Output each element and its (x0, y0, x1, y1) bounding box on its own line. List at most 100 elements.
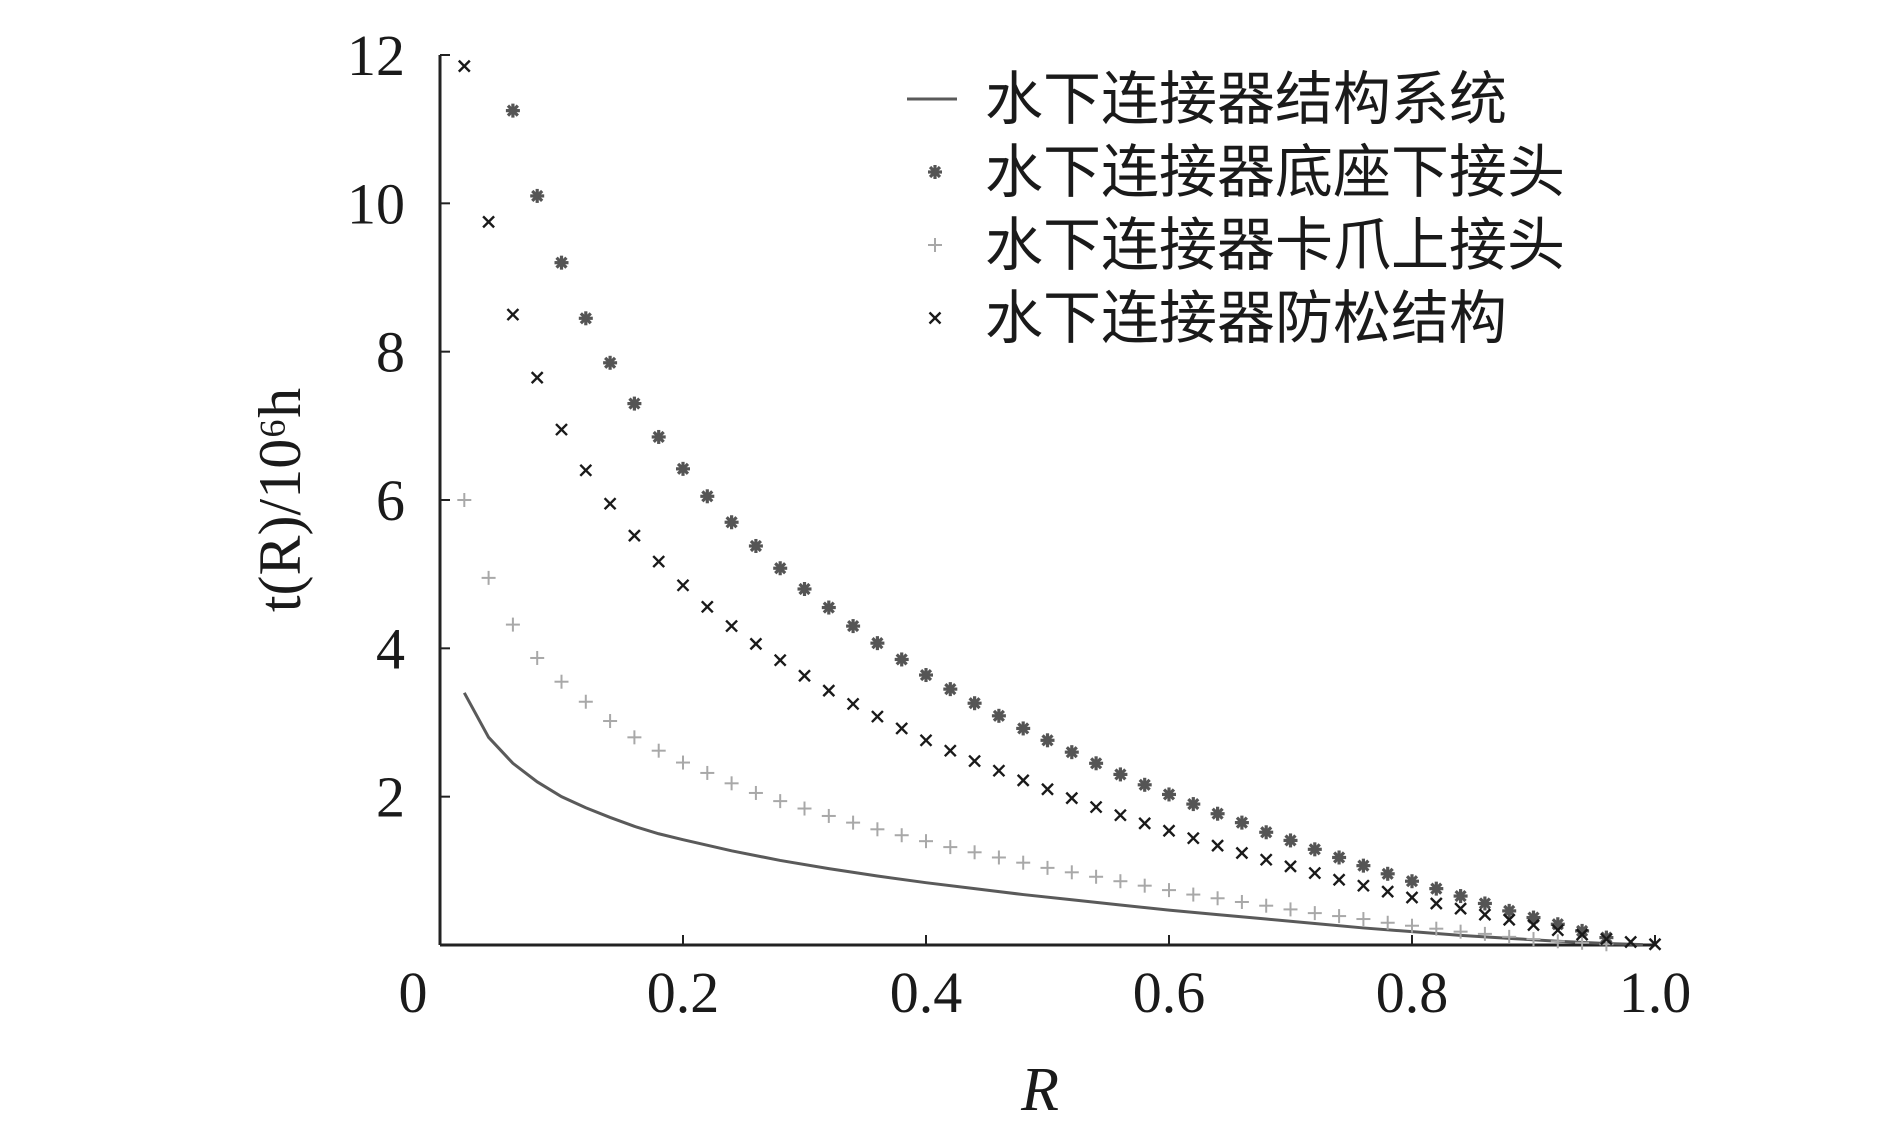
x-tick-label: 0.2 (647, 960, 720, 1025)
data-point (1283, 902, 1298, 917)
data-point (1429, 921, 1444, 936)
data-point (992, 764, 1006, 778)
data-point (1648, 937, 1662, 951)
series-line (462, 692, 1643, 947)
data-point (871, 710, 884, 723)
data-point (724, 776, 739, 791)
data-point (1259, 898, 1274, 913)
data-point (1040, 860, 1055, 875)
data-point (603, 714, 618, 729)
data-point (1089, 869, 1104, 884)
data-point (530, 650, 545, 665)
data-point (628, 529, 641, 542)
legend-item: 水下连接器防松结构 (928, 284, 1507, 352)
data-point (1016, 855, 1031, 870)
data-point (1186, 831, 1200, 845)
data-point (748, 538, 763, 553)
data-point (1477, 896, 1492, 911)
data-point (1235, 846, 1249, 860)
data-point (1162, 883, 1176, 898)
data-point (1137, 777, 1152, 792)
y-axis-title: t(R)/10⁶h (247, 388, 313, 612)
data-point (1381, 885, 1395, 898)
data-point (1016, 721, 1031, 736)
data-point (1502, 929, 1517, 944)
legend-swatch (928, 311, 942, 325)
data-point (1210, 891, 1225, 906)
data-point (1210, 806, 1225, 821)
data-point (457, 493, 472, 507)
data-point (1502, 903, 1517, 918)
data-point (870, 822, 885, 837)
data-point (1307, 906, 1322, 921)
data-point (1332, 873, 1346, 887)
data-point (457, 59, 471, 73)
data-point (1186, 797, 1201, 812)
data-point (919, 733, 933, 747)
data-point (1064, 865, 1079, 880)
data-point (846, 815, 861, 830)
data-point (603, 355, 618, 370)
data-point (1138, 817, 1152, 830)
data-point (1575, 928, 1589, 941)
data-point (554, 255, 569, 270)
data-point (894, 652, 909, 667)
data-point (943, 682, 958, 697)
data-point (1137, 878, 1152, 893)
data-point (651, 429, 666, 444)
data-point (1453, 889, 1468, 904)
data-point (943, 840, 958, 855)
y-tick-label: 4 (376, 616, 405, 681)
data-point (1526, 932, 1541, 947)
data-point (1356, 858, 1371, 873)
data-point (651, 743, 666, 758)
x-tick-label: 0.6 (1133, 960, 1206, 1025)
data-point (919, 668, 933, 683)
data-point (1064, 745, 1079, 760)
data-point (530, 371, 544, 384)
data-point (1041, 782, 1054, 796)
data-point (1162, 824, 1176, 838)
data-point (482, 215, 495, 229)
data-point (1453, 924, 1468, 939)
data-point (1332, 850, 1347, 865)
data-point (603, 497, 617, 511)
data-point (578, 694, 593, 709)
data-point (530, 188, 545, 203)
data-point (1356, 912, 1371, 927)
data-point (555, 423, 568, 436)
data-point (554, 674, 569, 689)
data-point (1114, 808, 1127, 822)
legend-label: 水下连接器防松结构 (985, 284, 1507, 352)
data-point (1405, 891, 1419, 904)
data-point (1113, 874, 1128, 889)
data-point (700, 765, 715, 780)
series-1 (505, 103, 1614, 945)
data-point (1477, 926, 1492, 941)
data-point (1551, 923, 1565, 937)
data-point (991, 850, 1006, 865)
legend-swatch (928, 165, 942, 179)
data-point (652, 555, 666, 568)
data-point (846, 619, 861, 634)
data-point (895, 722, 909, 735)
data-point (676, 578, 690, 592)
y-tick-label: 2 (376, 765, 405, 830)
data-point (1332, 909, 1347, 924)
data-point (1308, 866, 1322, 880)
data-point (943, 744, 957, 758)
data-point (676, 755, 690, 770)
data-point (1550, 934, 1565, 949)
data-point (1065, 791, 1079, 805)
data-point (724, 515, 739, 530)
data-point (821, 808, 836, 823)
data-point (578, 311, 593, 326)
data-point (1040, 733, 1055, 748)
x-ticks: 0.2 0.4 0.6 0.8 1.0 (647, 935, 1691, 1025)
data-point (1113, 767, 1128, 782)
data-point (1307, 842, 1322, 857)
legend-item: 水下连接器结构系统 (907, 65, 1507, 133)
x-tick-label: 0.4 (890, 960, 963, 1025)
data-point (1284, 860, 1297, 873)
